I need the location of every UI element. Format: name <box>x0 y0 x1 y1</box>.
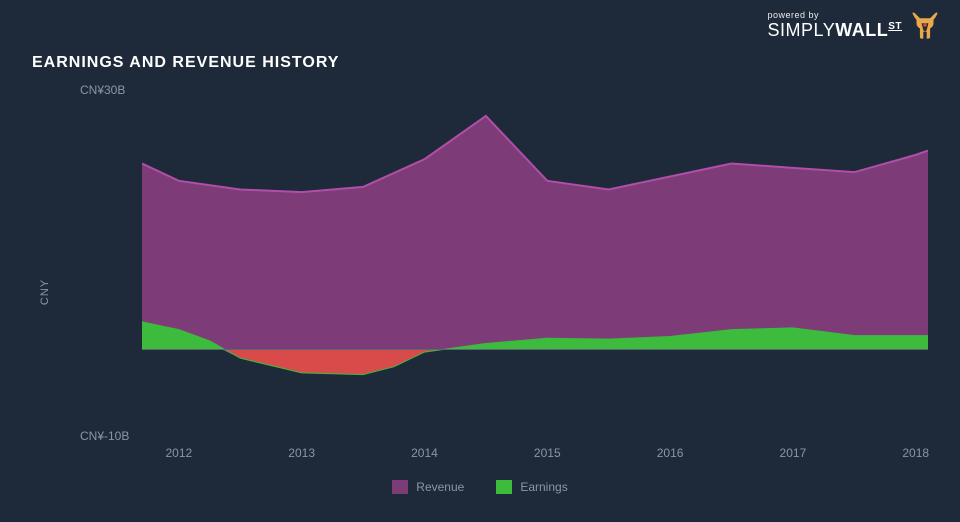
x-tick-label: 2013 <box>288 446 315 460</box>
x-tick-label: 2017 <box>780 446 807 460</box>
bull-icon <box>908 8 942 42</box>
brand-suffix: ST <box>888 21 902 32</box>
legend-label-earnings: Earnings <box>520 480 567 494</box>
legend-item-revenue: Revenue <box>392 480 464 494</box>
chart-title: EARNINGS AND REVENUE HISTORY <box>32 54 339 72</box>
brand-light: SIMPLY <box>768 20 836 40</box>
x-tick-label: 2016 <box>657 446 684 460</box>
x-tick-label: 2015 <box>534 446 561 460</box>
legend-swatch-revenue <box>392 480 408 494</box>
x-tick-label: 2012 <box>165 446 192 460</box>
legend-item-earnings: Earnings <box>496 480 567 494</box>
plot-area <box>142 90 928 436</box>
brand-bold: WALL <box>835 20 888 40</box>
x-tick-label: 2018 <box>902 446 929 460</box>
brand-logo-text: powered by SIMPLYWALLST <box>768 11 902 40</box>
chart-svg <box>142 90 928 436</box>
x-tick-label: 2014 <box>411 446 438 460</box>
y-tick-label: CN¥-10B <box>80 429 129 443</box>
y-tick-label: CN¥30B <box>80 83 125 97</box>
y-axis-label: CNY <box>39 279 51 305</box>
powered-by-label: powered by <box>768 11 902 20</box>
brand-logo: powered by SIMPLYWALLST <box>768 8 942 42</box>
legend: Revenue Earnings <box>32 480 928 494</box>
legend-swatch-earnings <box>496 480 512 494</box>
chart-container: CNY CN¥30BCN¥-10B 2012201320142015201620… <box>32 90 928 494</box>
legend-label-revenue: Revenue <box>416 480 464 494</box>
